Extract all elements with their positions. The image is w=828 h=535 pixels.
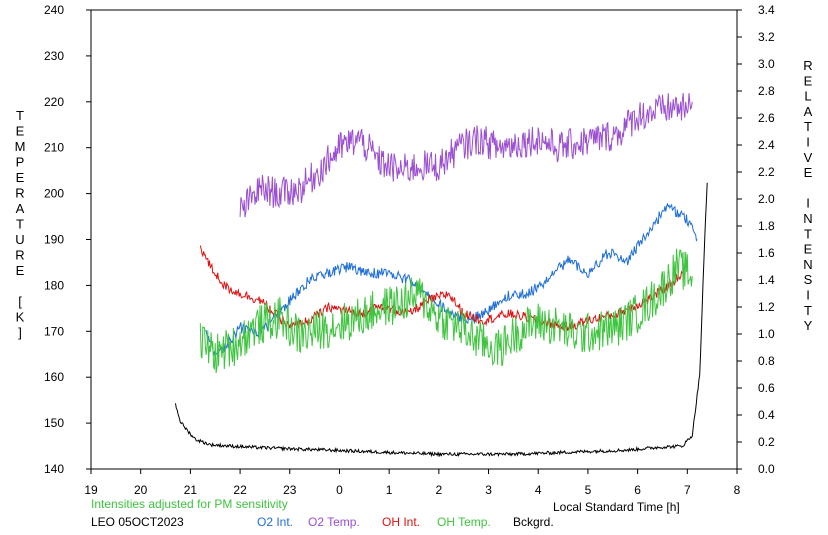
right-axis-letter: T [804,303,812,318]
left-axis-letter: R [15,186,24,201]
right-tick-label: 2.0 [758,192,775,206]
x-tick-label: 22 [233,483,247,497]
plot-frame [90,9,738,470]
left-tick-label: 220 [44,95,64,109]
right-tick-label: 2.6 [758,111,775,125]
right-axis-letter: T [804,119,812,134]
x-axis-label: Local Standard Time [h] [553,500,680,514]
right-tick-label: 1.0 [758,327,775,341]
series-layer [175,92,708,458]
right-axis-letter: I [806,135,810,150]
left-tick-label: 200 [44,187,64,201]
right-axis-letter: Y [804,318,813,333]
right-tick-label: 0.0 [758,462,775,476]
right-tick-label: 2.2 [758,165,775,179]
x-tick-label: 1 [386,483,393,497]
legend-bckgrd: Bckgrd. [513,515,554,529]
series-line-oh-temp [199,248,693,373]
right-axis-letter: L [804,89,811,104]
right-axis-letter: E [804,242,813,257]
right-axis-letter: S [804,272,813,287]
series-line-o2-int [205,202,698,357]
x-tick-label: 2 [436,483,443,497]
sensitivity-note: Intensities adjusted for PM sensitivity [91,497,288,511]
right-axis-letter: R [803,58,812,73]
left-tick-label: 190 [44,233,64,247]
right-tick-label: 0.6 [758,381,775,395]
right-axis-letter: T [804,226,812,241]
series-line-o2-temp [239,92,693,218]
left-axis-letter: E [16,170,25,185]
legend-o2-temp: O2 Temp. [308,515,360,529]
right-tick-label: 2.4 [758,138,775,152]
right-tick-label: 1.6 [758,246,775,260]
right-tick-label: 0.2 [758,435,775,449]
left-axis-letter: R [15,248,24,263]
x-tick-label: 8 [734,483,741,497]
right-axis-ticks: 0.0 0.2 0.4 0.6 0.8 1.0 1.2 1.4 1.6 1.8 2.0 2.2 2.4 2… [737,3,775,476]
right-axis-letter: A [804,104,813,119]
x-tick-label: 0 [336,483,343,497]
right-tick-label: 1.2 [758,300,775,314]
right-tick-label: 0.8 [758,354,775,368]
x-tick-label: 19 [84,483,98,497]
left-axis-letter: ] [18,325,22,340]
left-tick-label: 150 [44,416,64,430]
left-axis-letter: E [16,124,25,139]
left-axis-letter: P [16,155,25,170]
right-tick-label: 3.2 [758,30,775,44]
x-axis-ticks: 19 20 21 22 23 0 1 2 3 4 5 6 7 8 [84,469,741,497]
right-tick-label: 1.8 [758,219,775,233]
x-tick-label: 21 [184,483,198,497]
x-tick-label: 23 [283,483,297,497]
right-tick-label: 1.4 [758,273,775,287]
left-tick-label: 180 [44,278,64,292]
left-axis-letter: A [16,201,25,216]
x-tick-label: 6 [634,483,641,497]
left-axis-letter: U [15,232,24,247]
x-tick-label: 20 [134,483,148,497]
left-tick-label: 160 [44,370,64,384]
right-axis-letter: N [803,211,812,226]
right-tick-label: 3.4 [758,3,775,17]
series-line-bckgrd [175,182,708,458]
right-axis-letter: V [804,150,813,165]
left-axis-letter: T [16,108,24,123]
right-tick-label: 3.0 [758,57,775,71]
right-axis-letter: E [804,73,813,88]
right-axis-letter: E [804,165,813,180]
left-axis-letter: [ [18,294,22,309]
station-date: LEO 05OCT2023 [91,515,184,529]
left-tick-label: 240 [44,3,64,17]
x-tick-label: 4 [535,483,542,497]
left-axis-letter: E [16,263,25,278]
left-tick-label: 170 [44,324,64,338]
left-tick-label: 210 [44,141,64,155]
left-axis-letter: T [16,217,24,232]
right-tick-label: 2.8 [758,84,775,98]
right-axis-letter: I [806,196,810,211]
legend-o2-int: O2 Int. [257,515,294,529]
right-axis-letter: N [803,257,812,272]
left-tick-label: 140 [44,462,64,476]
left-axis-letter: K [16,310,25,325]
right-tick-label: 0.4 [758,408,775,422]
right-axis-letter: I [806,288,810,303]
x-tick-label: 3 [485,483,492,497]
x-tick-label: 5 [585,483,592,497]
left-axis-ticks: 140 150 160 170 180 190 200 210 220 230 240 [44,3,91,476]
legend-oh-temp: OH Temp. [437,515,491,529]
legend-oh-int: OH Int. [382,515,421,529]
left-axis-letter: M [15,139,26,154]
left-tick-label: 230 [44,49,64,63]
x-tick-label: 7 [684,483,691,497]
